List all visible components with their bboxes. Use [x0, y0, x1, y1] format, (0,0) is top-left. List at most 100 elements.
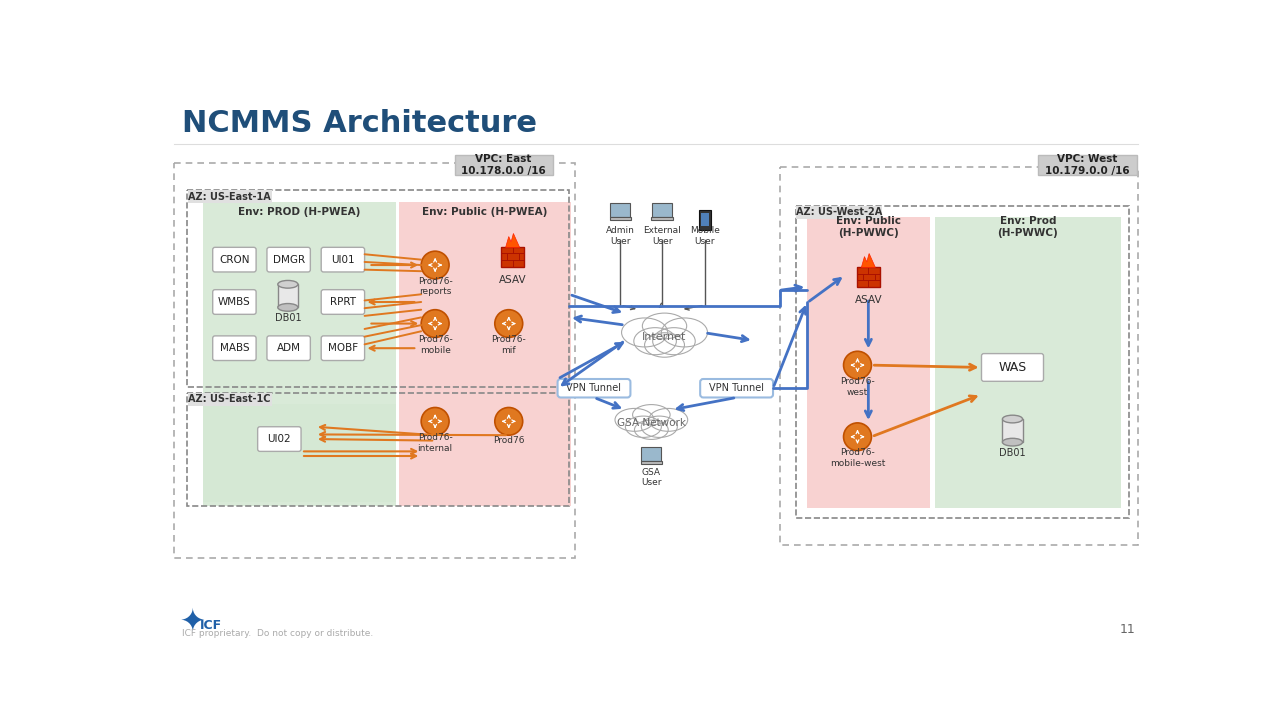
Text: Prod76-
mobile-west: Prod76- mobile-west [829, 449, 886, 468]
Bar [611, 204, 631, 217]
FancyBboxPatch shape [212, 248, 256, 272]
Text: ASAV: ASAV [499, 276, 526, 285]
Text: UI01: UI01 [332, 255, 355, 265]
Circle shape [844, 351, 872, 379]
Text: CRON: CRON [219, 255, 250, 265]
Ellipse shape [614, 408, 654, 431]
Text: ASAV: ASAV [855, 295, 882, 305]
Text: External
User: External User [644, 226, 681, 246]
Text: Env: Prod
(H-PWWC): Env: Prod (H-PWWC) [997, 215, 1059, 238]
Bar [202, 202, 397, 506]
Ellipse shape [645, 333, 685, 357]
Text: Admin
User: Admin User [605, 226, 635, 246]
Text: NCMMS Architecture: NCMMS Architecture [182, 109, 536, 138]
Text: WMBS: WMBS [218, 297, 251, 307]
Ellipse shape [653, 328, 695, 355]
Bar [398, 202, 571, 506]
FancyBboxPatch shape [321, 336, 365, 361]
Bar [174, 163, 575, 557]
Bar [701, 212, 709, 226]
Bar [796, 206, 882, 219]
Text: DB01: DB01 [1000, 448, 1025, 458]
Text: ✦: ✦ [179, 607, 205, 636]
Text: GSA Network: GSA Network [617, 418, 686, 428]
Text: Env: Public (H-PWEA): Env: Public (H-PWEA) [422, 207, 548, 217]
Bar [500, 248, 525, 267]
FancyBboxPatch shape [268, 248, 310, 272]
Ellipse shape [1002, 438, 1023, 446]
Text: DMGR: DMGR [273, 255, 305, 265]
Text: Prod76: Prod76 [493, 436, 525, 445]
Bar [187, 190, 570, 387]
Text: Prod76-
mobile: Prod76- mobile [417, 336, 453, 355]
FancyBboxPatch shape [321, 289, 365, 315]
Text: VPC: West
10.179.0.0 /16: VPC: West 10.179.0.0 /16 [1046, 154, 1130, 176]
Bar [652, 217, 673, 220]
Bar [780, 167, 1138, 544]
Bar [188, 190, 271, 204]
Bar [652, 204, 672, 217]
Circle shape [421, 310, 449, 338]
Ellipse shape [278, 280, 298, 288]
Text: AZ: US-East-1C: AZ: US-East-1C [188, 394, 271, 404]
Bar [641, 446, 662, 461]
Bar [640, 461, 662, 464]
Text: 11: 11 [1119, 623, 1135, 636]
Text: VPN Tunnel: VPN Tunnel [709, 383, 764, 393]
Bar [934, 217, 1121, 508]
Text: Prod76-
reports: Prod76- reports [417, 276, 453, 297]
Ellipse shape [641, 416, 677, 438]
FancyBboxPatch shape [982, 354, 1043, 382]
FancyBboxPatch shape [558, 379, 631, 397]
Ellipse shape [278, 304, 298, 311]
FancyBboxPatch shape [212, 336, 256, 361]
Ellipse shape [626, 416, 662, 438]
Text: ICF: ICF [200, 619, 223, 632]
Bar [187, 393, 570, 506]
Bar [278, 284, 298, 307]
Text: AZ: US-East-1A: AZ: US-East-1A [188, 192, 271, 202]
FancyBboxPatch shape [268, 336, 310, 361]
Bar [188, 393, 271, 406]
Bar [808, 217, 929, 508]
Text: Env: PROD (H-PWEA): Env: PROD (H-PWEA) [238, 207, 361, 217]
Text: Mobile
User: Mobile User [690, 226, 719, 246]
Text: WAS: WAS [998, 361, 1027, 374]
Ellipse shape [635, 420, 668, 439]
Circle shape [495, 310, 522, 338]
Ellipse shape [632, 405, 671, 425]
Circle shape [421, 408, 449, 435]
Text: Prod76-
west: Prod76- west [840, 377, 874, 397]
Text: MOBF: MOBF [328, 343, 358, 354]
Bar [454, 155, 553, 175]
Bar [1038, 155, 1137, 175]
Bar [609, 217, 631, 220]
FancyBboxPatch shape [321, 248, 365, 272]
FancyBboxPatch shape [257, 427, 301, 451]
Text: VPC: East
10.178.0.0 /16: VPC: East 10.178.0.0 /16 [461, 154, 545, 176]
Text: MABS: MABS [220, 343, 250, 354]
Circle shape [844, 423, 872, 451]
Bar [202, 404, 397, 502]
Text: Prod76-
mif: Prod76- mif [492, 336, 526, 355]
Text: ICF proprietary.  Do not copy or distribute.: ICF proprietary. Do not copy or distribu… [182, 629, 372, 638]
Ellipse shape [649, 408, 687, 431]
Circle shape [421, 251, 449, 279]
Text: Env: Public
(H-PWWC): Env: Public (H-PWWC) [836, 215, 901, 238]
Ellipse shape [1002, 415, 1023, 423]
Ellipse shape [622, 318, 668, 347]
Text: DB01: DB01 [275, 313, 301, 323]
Text: GSA
User: GSA User [641, 468, 662, 487]
Circle shape [495, 408, 522, 435]
Polygon shape [506, 233, 520, 248]
Text: AZ: US-West-2A: AZ: US-West-2A [796, 207, 882, 217]
FancyBboxPatch shape [212, 289, 256, 315]
Text: RPRT: RPRT [330, 297, 356, 307]
Bar [795, 206, 1129, 518]
Bar [856, 267, 879, 287]
Text: Internet: Internet [643, 332, 686, 342]
Ellipse shape [634, 328, 676, 355]
Ellipse shape [643, 313, 686, 339]
Bar [699, 210, 710, 230]
Polygon shape [861, 253, 876, 267]
